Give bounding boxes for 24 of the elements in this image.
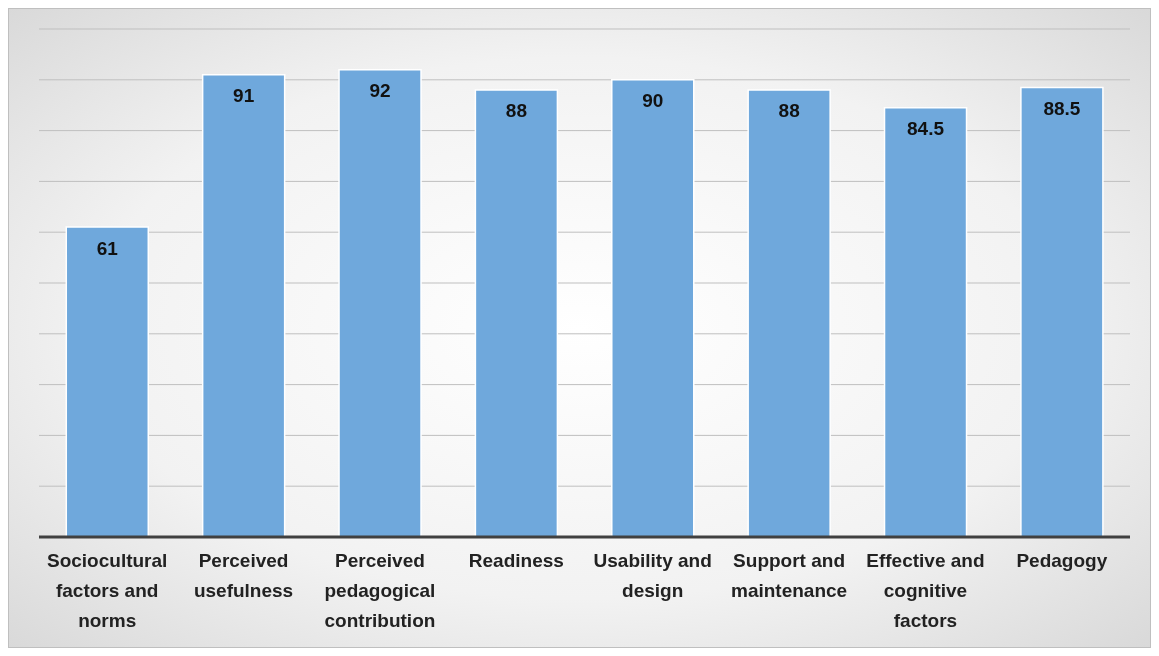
- data-label: 88: [505, 100, 527, 122]
- x-tick-label: Pedagogy: [1016, 550, 1108, 571]
- data-label: 90: [642, 90, 664, 112]
- data-label: 84.5: [907, 118, 945, 140]
- data-label: 61: [96, 237, 119, 259]
- data-label: 88: [778, 100, 800, 122]
- x-tick-label: Readiness: [468, 550, 564, 571]
- x-tick-label: Perceived pedagogical contribution: [324, 550, 436, 631]
- bar: [474, 89, 559, 537]
- bar: [1020, 86, 1104, 537]
- bar: [65, 226, 150, 537]
- bar: [883, 106, 968, 537]
- data-label: 91: [233, 85, 255, 107]
- x-tick-label: Sociocultural factors and norms: [47, 550, 168, 631]
- data-label: 92: [369, 80, 391, 102]
- x-tick-label: Usability and design: [593, 550, 712, 601]
- data-label: 88.5: [1043, 97, 1081, 119]
- x-tick-label: Support and maintenance: [730, 550, 848, 601]
- x-tick-label: Perceived usefulness: [193, 550, 294, 601]
- bar: [338, 68, 422, 537]
- x-tick-label: Effective and cognitive factors: [866, 550, 985, 631]
- bar: [611, 79, 695, 537]
- bar: [201, 73, 286, 537]
- bar: [747, 89, 831, 537]
